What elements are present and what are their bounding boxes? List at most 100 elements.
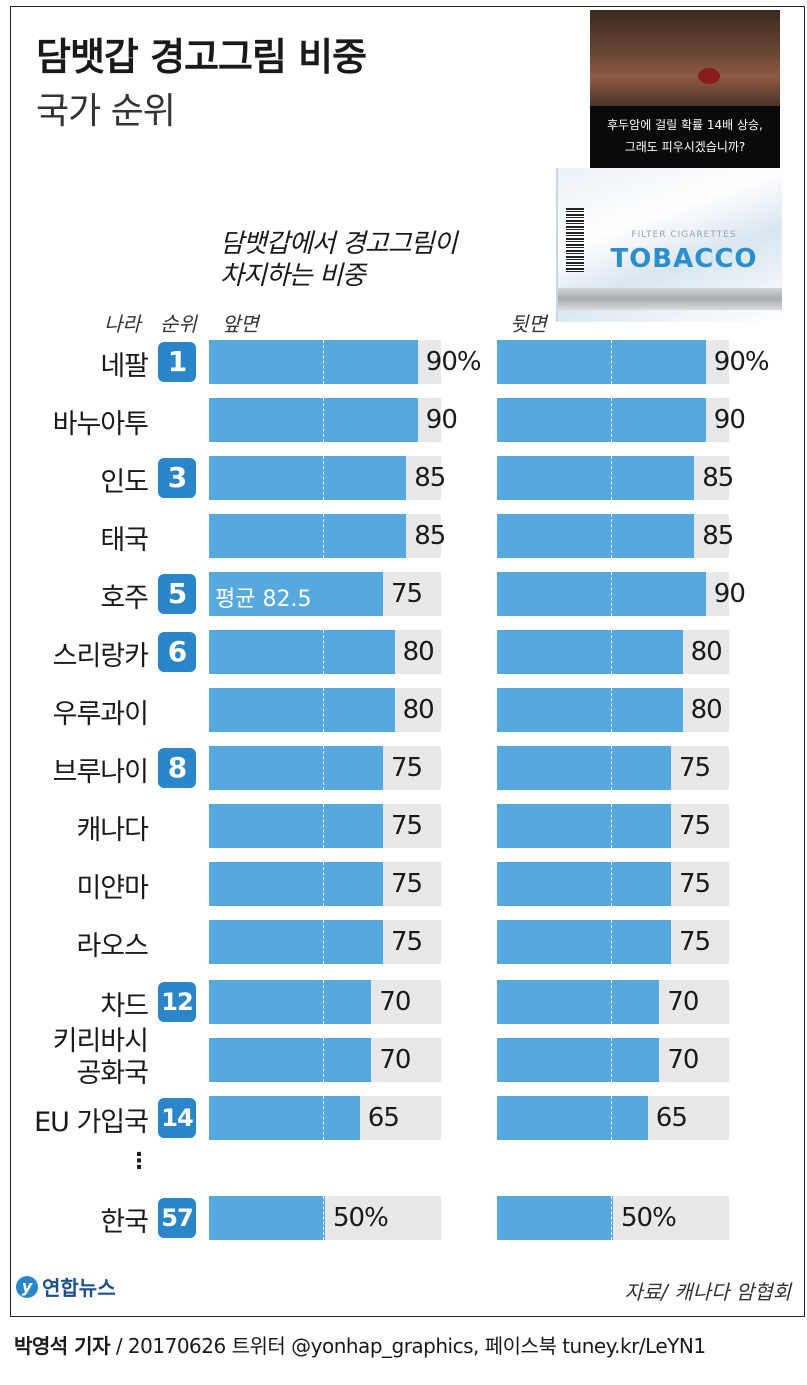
reporter-name: 박영석 기자: [14, 1334, 110, 1358]
caption-line-2: 차지하는 비중: [220, 261, 366, 291]
back-value-label: 85: [702, 521, 734, 551]
pack-filter-text: FILTER CIGARETTES: [631, 230, 737, 240]
rank-badge: 57: [158, 1198, 196, 1238]
front-average-line: [323, 1196, 324, 1240]
country-label: 라오스: [76, 931, 149, 962]
caption-line-1: 담뱃갑에서 경고그림이: [220, 229, 457, 259]
header-front: 앞면: [222, 312, 259, 336]
back-average-line: [611, 1038, 612, 1082]
back-average-line: [611, 630, 612, 674]
back-value-label: 50%: [621, 1203, 677, 1233]
rank-badge: 3: [158, 458, 196, 498]
front-average-line: [323, 746, 324, 790]
back-bar: [497, 920, 671, 964]
back-average-line: [611, 340, 612, 384]
back-average-line: [611, 804, 612, 848]
back-bar: [497, 630, 683, 674]
front-average-line: [323, 514, 324, 558]
back-bar: [497, 688, 683, 732]
front-bar: [209, 804, 383, 848]
front-value-label: 75: [391, 927, 423, 957]
front-average-line: [323, 398, 324, 442]
front-value-label: 80: [402, 637, 435, 667]
back-average-line: [611, 456, 612, 500]
front-average-line: [323, 920, 324, 964]
back-bar: [497, 456, 695, 500]
header-rank: 순위: [160, 312, 197, 336]
footer-credit: 박영석 기자 / 20170626 트위터 @yonhap_graphics, …: [14, 1330, 706, 1359]
back-bar: [497, 1196, 613, 1240]
front-value-label: 50%: [333, 1203, 389, 1233]
front-value-label: 70: [379, 1045, 411, 1075]
front-average-line: [323, 340, 324, 384]
front-bar: [209, 456, 407, 500]
logo-text: 연합뉴스: [42, 1276, 116, 1300]
front-average-line: [323, 456, 324, 500]
country-label: 우루과이: [52, 699, 149, 730]
back-value-label: 90: [713, 405, 746, 435]
front-value-label: 90: [425, 405, 458, 435]
chart-frame: [10, 6, 805, 1317]
back-average-line: [611, 980, 612, 1024]
front-bar: [209, 398, 418, 442]
back-value-label: 75: [679, 869, 711, 899]
front-value-label: 75: [391, 579, 423, 609]
front-value-label: 70: [379, 987, 411, 1017]
header-country: 나라: [104, 312, 141, 336]
country-label: 미얀마: [76, 873, 149, 904]
back-value-label: 75: [679, 927, 711, 957]
country-label: 호주: [100, 583, 149, 614]
country-label: 네팔: [100, 351, 149, 382]
front-value-label: 85: [414, 463, 446, 493]
front-average-line: [323, 688, 324, 732]
back-average-line: [611, 398, 612, 442]
front-bar: [209, 630, 395, 674]
ellipsis: ⋮: [128, 1149, 150, 1174]
front-bar: [209, 980, 372, 1024]
back-average-line: [611, 572, 612, 616]
back-bar: [497, 862, 671, 906]
front-value-label: 80: [402, 695, 435, 725]
chart-title: 담뱃갑 경고그림 비중: [36, 35, 367, 79]
front-value-label: 75: [391, 869, 423, 899]
rank-badge: 5: [158, 574, 196, 614]
back-bar: [497, 514, 695, 558]
front-average-line: [323, 804, 324, 848]
back-average-line: [611, 1196, 612, 1240]
back-value-label: 90: [713, 579, 746, 609]
back-average-line: [611, 920, 612, 964]
front-average-line: [323, 630, 324, 674]
back-bar: [497, 804, 671, 848]
country-label: 태국: [100, 525, 149, 556]
back-value-label: 75: [679, 753, 711, 783]
country-label: 바누아투: [52, 409, 149, 440]
pack-brand: TOBACCO: [610, 244, 758, 274]
barcode-icon: [566, 208, 584, 272]
front-bar: [209, 1038, 372, 1082]
front-value-label: 65: [367, 1103, 400, 1133]
warning-line-1: 후두암에 걸릴 확률 14배 상승,: [607, 118, 763, 132]
yonhap-logo: y 연합뉴스: [16, 1272, 116, 1301]
average-label: 평균 82.5: [215, 587, 312, 612]
country-label: 한국: [100, 1207, 149, 1238]
back-average-line: [611, 514, 612, 558]
front-bar: [209, 514, 407, 558]
front-value-label: 75: [391, 811, 423, 841]
back-bar: [497, 1096, 648, 1140]
source-note: 자료/ 캐나다 암협회: [624, 1280, 791, 1304]
front-value-label: 85: [414, 521, 446, 551]
front-bar: [209, 862, 383, 906]
back-value-label: 80: [690, 637, 723, 667]
front-value-label: 75: [391, 753, 423, 783]
rank-badge: 1: [158, 342, 196, 382]
front-bar: [209, 572, 383, 616]
back-average-line: [611, 1096, 612, 1140]
back-value-label: 85: [702, 463, 734, 493]
country-label: 스리랑카: [52, 641, 149, 672]
front-bar: [209, 688, 395, 732]
back-value-label: 70: [667, 987, 699, 1017]
rank-badge: 12: [158, 982, 196, 1022]
back-value-label: 70: [667, 1045, 699, 1075]
front-bar: [209, 1196, 325, 1240]
rank-badge: 6: [158, 632, 196, 672]
